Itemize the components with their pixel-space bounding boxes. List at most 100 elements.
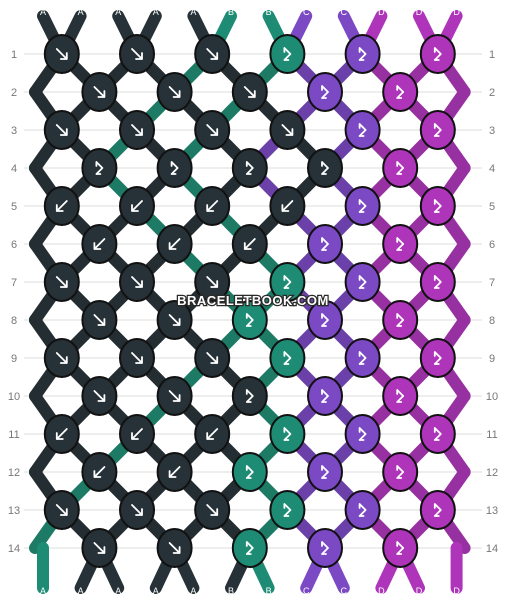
knot-arrow-icon <box>93 86 106 98</box>
knot-body <box>419 338 456 378</box>
knot <box>119 186 155 226</box>
knot <box>344 186 381 226</box>
knot <box>194 262 231 302</box>
knot <box>156 300 193 340</box>
knot <box>231 528 268 568</box>
knot-body <box>382 300 419 340</box>
knot-body <box>419 490 456 530</box>
knot-body <box>156 148 193 188</box>
knot-body <box>269 262 306 302</box>
knot-body <box>307 300 343 340</box>
bottom-string-label: B <box>228 586 234 596</box>
knot <box>419 34 456 74</box>
knot-body <box>419 110 456 150</box>
knot <box>81 72 118 112</box>
knot <box>269 338 306 378</box>
string-labels: A A A A A B B C C D D D A A A A A B B C C D D D <box>40 7 460 596</box>
knot-arrow-icon <box>321 237 329 251</box>
bottom-string-label: A <box>115 586 121 596</box>
knot-arrow-icon <box>321 465 329 479</box>
knot-arrow-icon <box>358 427 367 441</box>
row-number-left: 2 <box>11 87 17 99</box>
row-number-left: 4 <box>11 163 17 175</box>
knot-body <box>269 34 306 74</box>
knot <box>43 414 80 454</box>
knot-arrow-icon <box>245 161 254 175</box>
knot <box>307 72 343 112</box>
row-number-right: 14 <box>486 543 498 555</box>
knot <box>194 338 231 378</box>
knot-arrow-icon <box>358 47 367 61</box>
knot <box>156 376 193 416</box>
knot-arrow-icon <box>358 123 367 137</box>
knot <box>119 110 155 150</box>
knot-body <box>344 262 381 302</box>
row-number-right: 5 <box>489 201 495 213</box>
knot-arrow-icon <box>168 314 181 326</box>
top-string-label: D <box>378 7 385 17</box>
knot-body <box>307 72 343 112</box>
row-number-right: 9 <box>489 353 495 365</box>
knot-arrow-icon <box>93 314 106 326</box>
knot-body <box>231 376 268 416</box>
bottom-string-label: A <box>40 586 46 596</box>
row-number-left: 11 <box>8 429 19 441</box>
bottom-string-label: C <box>341 586 348 596</box>
knot-arrow-icon <box>168 238 181 250</box>
knot-body <box>382 528 419 568</box>
knot-body <box>382 452 419 492</box>
knot <box>382 376 419 416</box>
knot <box>119 34 155 74</box>
watermark-text: BRACELETBOOK.COM <box>177 293 329 308</box>
knot <box>269 262 306 302</box>
knot <box>81 300 118 340</box>
knot-arrow-icon <box>358 351 367 365</box>
knot-arrow-icon <box>93 466 106 478</box>
top-string-label: A <box>190 7 196 17</box>
knot <box>81 452 118 492</box>
knot-arrow-icon <box>93 390 106 402</box>
knot-arrow-icon <box>131 276 143 288</box>
knot-arrow-icon <box>283 427 292 441</box>
top-string-label: A <box>78 7 84 17</box>
knot-body <box>382 148 419 188</box>
knot <box>231 452 268 492</box>
row-number-left: 9 <box>11 353 17 365</box>
bottom-string-label: A <box>78 586 84 596</box>
top-string-label: C <box>303 7 310 17</box>
bottom-string-label: A <box>190 586 196 596</box>
knot-body <box>419 262 456 302</box>
knot-body <box>382 72 419 112</box>
knot <box>419 110 456 150</box>
row-number-right: 1 <box>489 49 495 61</box>
knot <box>81 528 118 568</box>
row-number-right: 8 <box>489 315 495 327</box>
knot <box>269 186 306 226</box>
knot <box>269 414 306 454</box>
knot <box>382 72 419 112</box>
bottom-string-label: B <box>266 586 272 596</box>
knot-arrow-icon <box>131 124 143 136</box>
knot-body <box>269 490 306 530</box>
knot-arrow-icon <box>396 389 405 403</box>
knot-body <box>307 528 343 568</box>
knot-arrow-icon <box>243 86 256 98</box>
knot-arrow-icon <box>245 313 254 327</box>
knot <box>382 224 419 264</box>
row-number-left: 10 <box>8 391 20 403</box>
knot-arrow-icon <box>131 428 143 440</box>
knot-arrow-icon <box>131 200 143 212</box>
top-string-label: B <box>266 7 272 17</box>
knot <box>194 414 231 454</box>
knot-arrow-icon <box>95 161 104 175</box>
row-number-left: 6 <box>11 239 17 251</box>
knot-arrow-icon <box>168 542 181 554</box>
row-number-right: 6 <box>489 239 495 251</box>
bottom-string-label: D <box>453 586 460 596</box>
knot-arrow-icon <box>433 351 442 365</box>
knot <box>156 528 193 568</box>
knot-arrow-icon <box>131 504 143 516</box>
row-number-left: 8 <box>11 315 17 327</box>
